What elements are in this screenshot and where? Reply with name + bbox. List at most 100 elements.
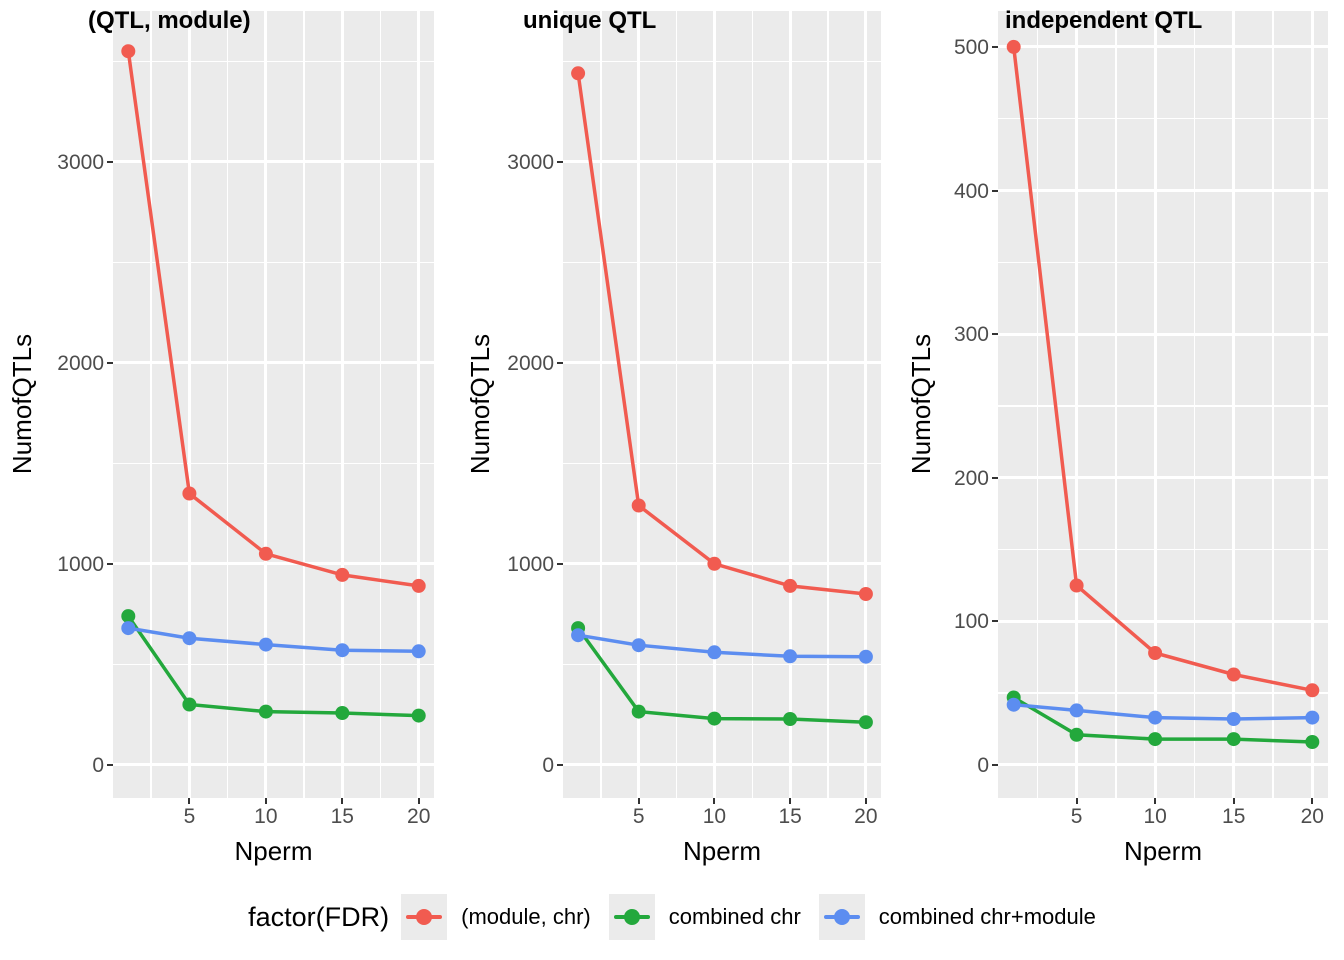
x-tick-mark	[1232, 798, 1235, 804]
major-gridline-y	[998, 189, 1328, 193]
minor-gridline-x	[1272, 11, 1274, 798]
x-tick-mark	[864, 798, 867, 804]
x-tick-label: 5	[632, 805, 645, 828]
minor-gridline-x	[150, 11, 152, 798]
minor-gridline-x	[1115, 11, 1117, 798]
panel-title: unique QTL	[523, 7, 657, 34]
y-tick-label: 3000	[57, 150, 104, 174]
y-tick-mark	[992, 45, 998, 48]
minor-gridline-y	[563, 663, 881, 666]
y-tick-label: 3000	[507, 150, 554, 174]
data-point	[571, 628, 586, 643]
data-point	[411, 578, 426, 593]
x-axis-title: Nperm	[1123, 836, 1202, 866]
series-line	[1013, 702, 1313, 721]
data-point	[258, 637, 273, 652]
major-gridline-x	[712, 11, 716, 798]
panel-title: independent QTL	[1005, 7, 1203, 34]
minor-gridline-y	[113, 462, 434, 465]
major-gridline-x	[1232, 11, 1236, 798]
data-point	[571, 66, 586, 81]
data-point	[121, 609, 136, 624]
minor-gridline-x	[827, 11, 829, 798]
legend-key-line-dot-icon	[401, 894, 448, 940]
data-point	[707, 556, 722, 571]
data-point	[631, 704, 646, 719]
data-point	[1006, 39, 1021, 54]
major-gridline-y	[113, 361, 434, 365]
y-tick-mark	[992, 333, 998, 336]
data-point	[631, 638, 646, 653]
x-tick-mark	[637, 798, 640, 804]
minor-gridline-x	[379, 11, 382, 798]
y-tick-label: 100	[953, 610, 989, 634]
data-point	[1006, 697, 1021, 712]
data-point	[631, 498, 646, 513]
y-tick-mark	[107, 361, 113, 364]
data-point	[411, 708, 426, 723]
data-point	[1148, 732, 1163, 747]
data-point	[258, 704, 273, 719]
x-tick-mark	[188, 798, 191, 804]
minor-gridline-y	[998, 117, 1328, 120]
y-tick-mark	[557, 160, 563, 163]
legend-dot-glyph	[416, 909, 433, 925]
series-line	[128, 626, 419, 654]
data-point	[411, 644, 426, 659]
x-tick-label: 20	[854, 805, 878, 828]
data-point	[707, 711, 722, 726]
legend-key-line-dot-icon	[608, 894, 655, 940]
minor-gridline-y	[563, 462, 881, 465]
y-tick-mark	[107, 160, 113, 163]
y-axis-title: NumofQTLs	[465, 333, 495, 475]
y-tick-mark	[992, 476, 998, 479]
y-axis-title: NumofQTLs	[906, 333, 936, 475]
y-tick-mark	[557, 562, 563, 565]
series-layer	[121, 44, 426, 723]
series-line	[1011, 46, 1313, 693]
data-point	[335, 706, 350, 720]
series-line	[126, 615, 419, 718]
legend-label: combined chr	[668, 904, 801, 929]
major-gridline-x	[788, 11, 792, 798]
major-gridline-y	[563, 763, 881, 767]
data-point	[783, 578, 798, 593]
y-tick-mark	[557, 763, 563, 766]
legend-label: (module, chr)	[461, 904, 591, 929]
y-tick-mark	[107, 763, 113, 766]
y-tick-label: 2000	[507, 351, 554, 375]
data-point	[858, 715, 873, 730]
data-point	[858, 649, 873, 664]
major-gridline-y	[113, 160, 434, 164]
data-point	[1069, 578, 1084, 593]
x-tick-mark	[264, 798, 267, 804]
data-point	[1226, 712, 1241, 726]
x-tick-label: 10	[254, 805, 278, 828]
y-tick-label: 400	[953, 179, 989, 203]
data-point	[707, 645, 722, 660]
minor-gridline-x	[1036, 11, 1039, 798]
minor-gridline-x	[1193, 11, 1196, 798]
legend-title: factor(FDR)	[248, 901, 390, 932]
minor-gridline-x	[226, 11, 229, 798]
major-gridline-y	[563, 160, 881, 164]
legend-entry-module-chr: (module, chr)	[401, 894, 591, 940]
data-point	[182, 631, 197, 646]
data-point	[335, 643, 350, 658]
data-point	[182, 697, 197, 712]
data-point	[1069, 727, 1084, 742]
data-point	[1148, 646, 1163, 660]
x-tick-label: 10	[1143, 805, 1167, 828]
minor-gridline-y	[998, 261, 1328, 264]
y-tick-mark	[992, 763, 998, 766]
legend-label: combined chr+module	[878, 904, 1096, 929]
data-point	[121, 44, 136, 59]
data-point	[783, 712, 798, 726]
series-layer	[1006, 39, 1320, 749]
x-tick-label: 20	[1300, 805, 1324, 828]
minor-gridline-y	[113, 663, 434, 666]
major-gridline-x	[187, 11, 191, 798]
series-layer	[571, 66, 873, 730]
y-tick-mark	[992, 189, 998, 192]
x-tick-label: 10	[702, 805, 727, 828]
